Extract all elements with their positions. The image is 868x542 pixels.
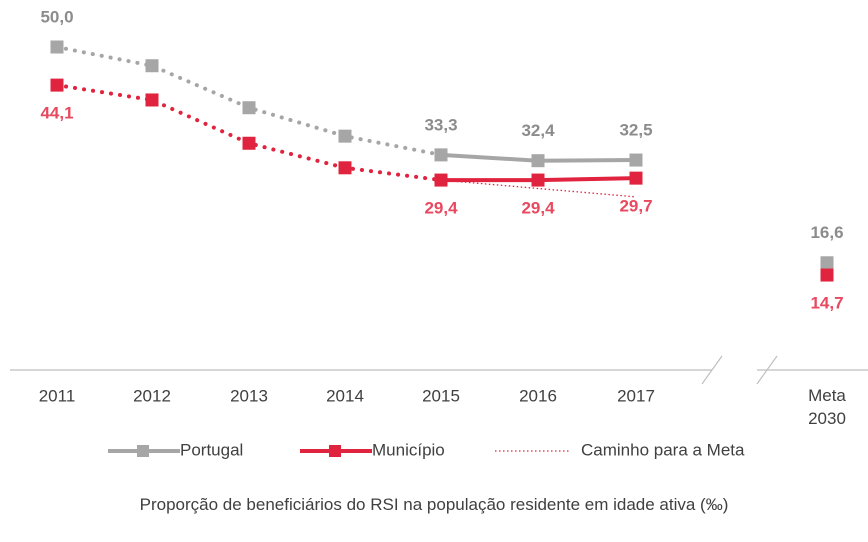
marker [531, 154, 545, 168]
data-label: 32,5 [619, 121, 652, 140]
x-tick-label: 2012 [133, 386, 171, 405]
marker [434, 173, 448, 187]
data-label: 29,7 [619, 197, 652, 216]
data-label: 16,6 [810, 223, 843, 242]
x-tick-label: 2016 [519, 386, 557, 405]
x-tick-label: 2014 [326, 386, 364, 405]
marker [145, 93, 159, 107]
data-label: 29,4 [424, 199, 458, 218]
x-tick-label: Meta 2030 [808, 386, 846, 428]
data-label: 50,0 [40, 7, 73, 26]
marker [242, 136, 256, 150]
marker [338, 161, 352, 175]
data-label: 44,1 [40, 104, 73, 123]
x-tick-label: 2017 [617, 386, 655, 405]
data-label: 32,4 [521, 121, 555, 140]
data-label: 33,3 [424, 115, 457, 134]
legend-marker [329, 445, 341, 457]
axis-break [701, 355, 723, 385]
chart-title: Proporção de beneficiários do RSI na pop… [139, 495, 729, 514]
marker [629, 171, 643, 185]
marker [629, 153, 643, 167]
legend-label: Município [372, 440, 445, 459]
axis-break [756, 355, 778, 385]
data-label: 14,7 [810, 294, 843, 313]
marker [50, 78, 64, 92]
data-label: 29,4 [521, 199, 555, 218]
x-tick-label: 2011 [39, 386, 76, 405]
marker [531, 173, 545, 187]
marker [338, 129, 352, 143]
x-tick-label: 2013 [230, 386, 268, 405]
legend-label: Caminho para a Meta [581, 440, 745, 459]
chart: 2011 2012 2013 2014 2015 2016 2017 Meta 2030 50,0… [10, 7, 868, 459]
legend-marker [137, 445, 149, 457]
marker [820, 256, 834, 270]
marker [50, 40, 64, 54]
marker [434, 148, 448, 162]
line-dotted [55, 45, 443, 157]
line-dotted [55, 83, 443, 183]
legend-label: Portugal [180, 440, 243, 459]
marker [145, 59, 159, 73]
x-tick-label: 2015 [422, 386, 460, 405]
marker [820, 268, 834, 282]
target-line [440, 179, 637, 198]
marker [242, 101, 256, 115]
